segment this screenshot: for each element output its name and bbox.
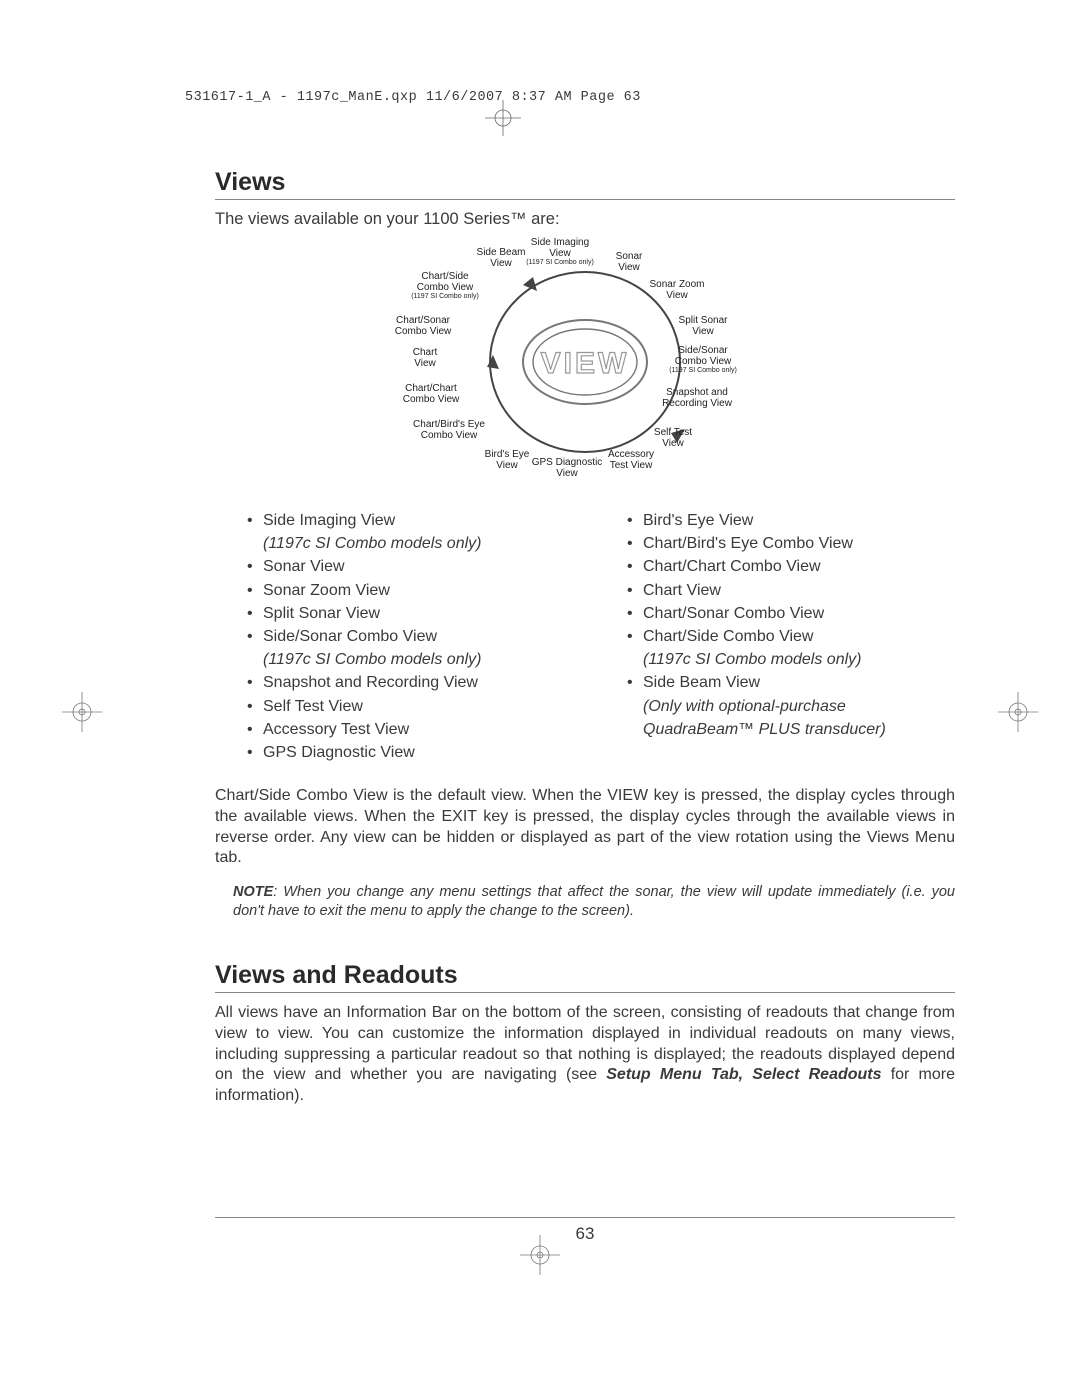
left-view-list: Side Imaging View(1197c SI Combo models …	[245, 509, 575, 764]
list-item: GPS Diagnostic View	[245, 741, 575, 764]
list-item: Sonar View	[245, 555, 575, 578]
views-heading: Views	[215, 168, 955, 200]
list-item: Self Test View	[245, 695, 575, 718]
readouts-heading: Views and Readouts	[215, 961, 955, 993]
list-item-note: (Only with optional-purchase	[625, 695, 955, 718]
diagram-label: Chart/SideCombo View(1197 SI Combo only)	[411, 271, 479, 301]
list-item: Bird's Eye View	[625, 509, 955, 532]
intro-text: The views available on your 1100 Series™…	[215, 210, 955, 229]
registration-mark-right	[998, 692, 1038, 732]
views-list-columns: Side Imaging View(1197c SI Combo models …	[215, 509, 955, 764]
diagram-label: Split SonarView	[679, 315, 728, 337]
view-center-text: VIEW	[541, 347, 630, 380]
list-item: Split Sonar View	[245, 602, 575, 625]
list-item: Chart/Side Combo View	[625, 625, 955, 648]
diagram-label: Side BeamView	[477, 247, 526, 269]
diagram-label: SonarView	[616, 251, 643, 273]
list-item: Sonar Zoom View	[245, 579, 575, 602]
list-item-note: (1197c SI Combo models only)	[245, 532, 575, 555]
list-item: Side Imaging View	[245, 509, 575, 532]
diagram-label: Snapshot andRecording View	[662, 387, 732, 409]
print-header: 531617-1_A - 1197c_ManE.qxp 11/6/2007 8:…	[185, 90, 985, 105]
list-item-note: (1197c SI Combo models only)	[625, 648, 955, 671]
readouts-bold-ref: Setup Menu Tab, Select Readouts	[606, 1066, 881, 1083]
list-item: Chart/Sonar Combo View	[625, 602, 955, 625]
diagram-label: ChartView	[413, 347, 437, 369]
view-cycle-diagram: VIEW Side ImagingView(1197 SI Combo only…	[375, 237, 795, 497]
list-item: Chart/Bird's Eye Combo View	[625, 532, 955, 555]
registration-mark-left	[62, 692, 102, 732]
registration-mark-bottom	[520, 1235, 560, 1275]
diagram-label: Side ImagingView(1197 SI Combo only)	[526, 237, 594, 267]
diagram-label: GPS DiagnosticView	[532, 457, 603, 479]
diagram-label: Sonar ZoomView	[649, 279, 704, 301]
note-text: : When you change any menu settings that…	[233, 884, 955, 919]
diagram-label: AccessoryTest View	[608, 449, 654, 471]
diagram-label: Side/SonarCombo View(1197 SI Combo only)	[669, 345, 737, 375]
default-view-paragraph: Chart/Side Combo View is the default vie…	[215, 786, 955, 869]
diagram-label: Self TestView	[654, 427, 692, 449]
list-item: Chart View	[625, 579, 955, 602]
page-footer: 63	[215, 1217, 955, 1244]
diagram-label: Bird's EyeView	[485, 449, 530, 471]
diagram-label: Chart/Bird's EyeCombo View	[413, 419, 485, 441]
readouts-paragraph: All views have an Information Bar on the…	[215, 1003, 955, 1107]
note-paragraph: NOTE: When you change any menu settings …	[215, 883, 955, 921]
list-item: Snapshot and Recording View	[245, 671, 575, 694]
list-item: Side/Sonar Combo View	[245, 625, 575, 648]
right-view-list: Bird's Eye ViewChart/Bird's Eye Combo Vi…	[625, 509, 955, 741]
diagram-label: Chart/ChartCombo View	[403, 383, 460, 405]
list-item-note: QuadraBeam™ PLUS transducer)	[625, 718, 955, 741]
list-item: Chart/Chart Combo View	[625, 555, 955, 578]
list-item: Side Beam View	[625, 671, 955, 694]
registration-mark-top	[485, 100, 521, 141]
list-item: Accessory Test View	[245, 718, 575, 741]
note-label: NOTE	[233, 884, 273, 900]
diagram-label: Chart/SonarCombo View	[395, 315, 452, 337]
page-number: 63	[576, 1224, 595, 1243]
list-item-note: (1197c SI Combo models only)	[245, 648, 575, 671]
